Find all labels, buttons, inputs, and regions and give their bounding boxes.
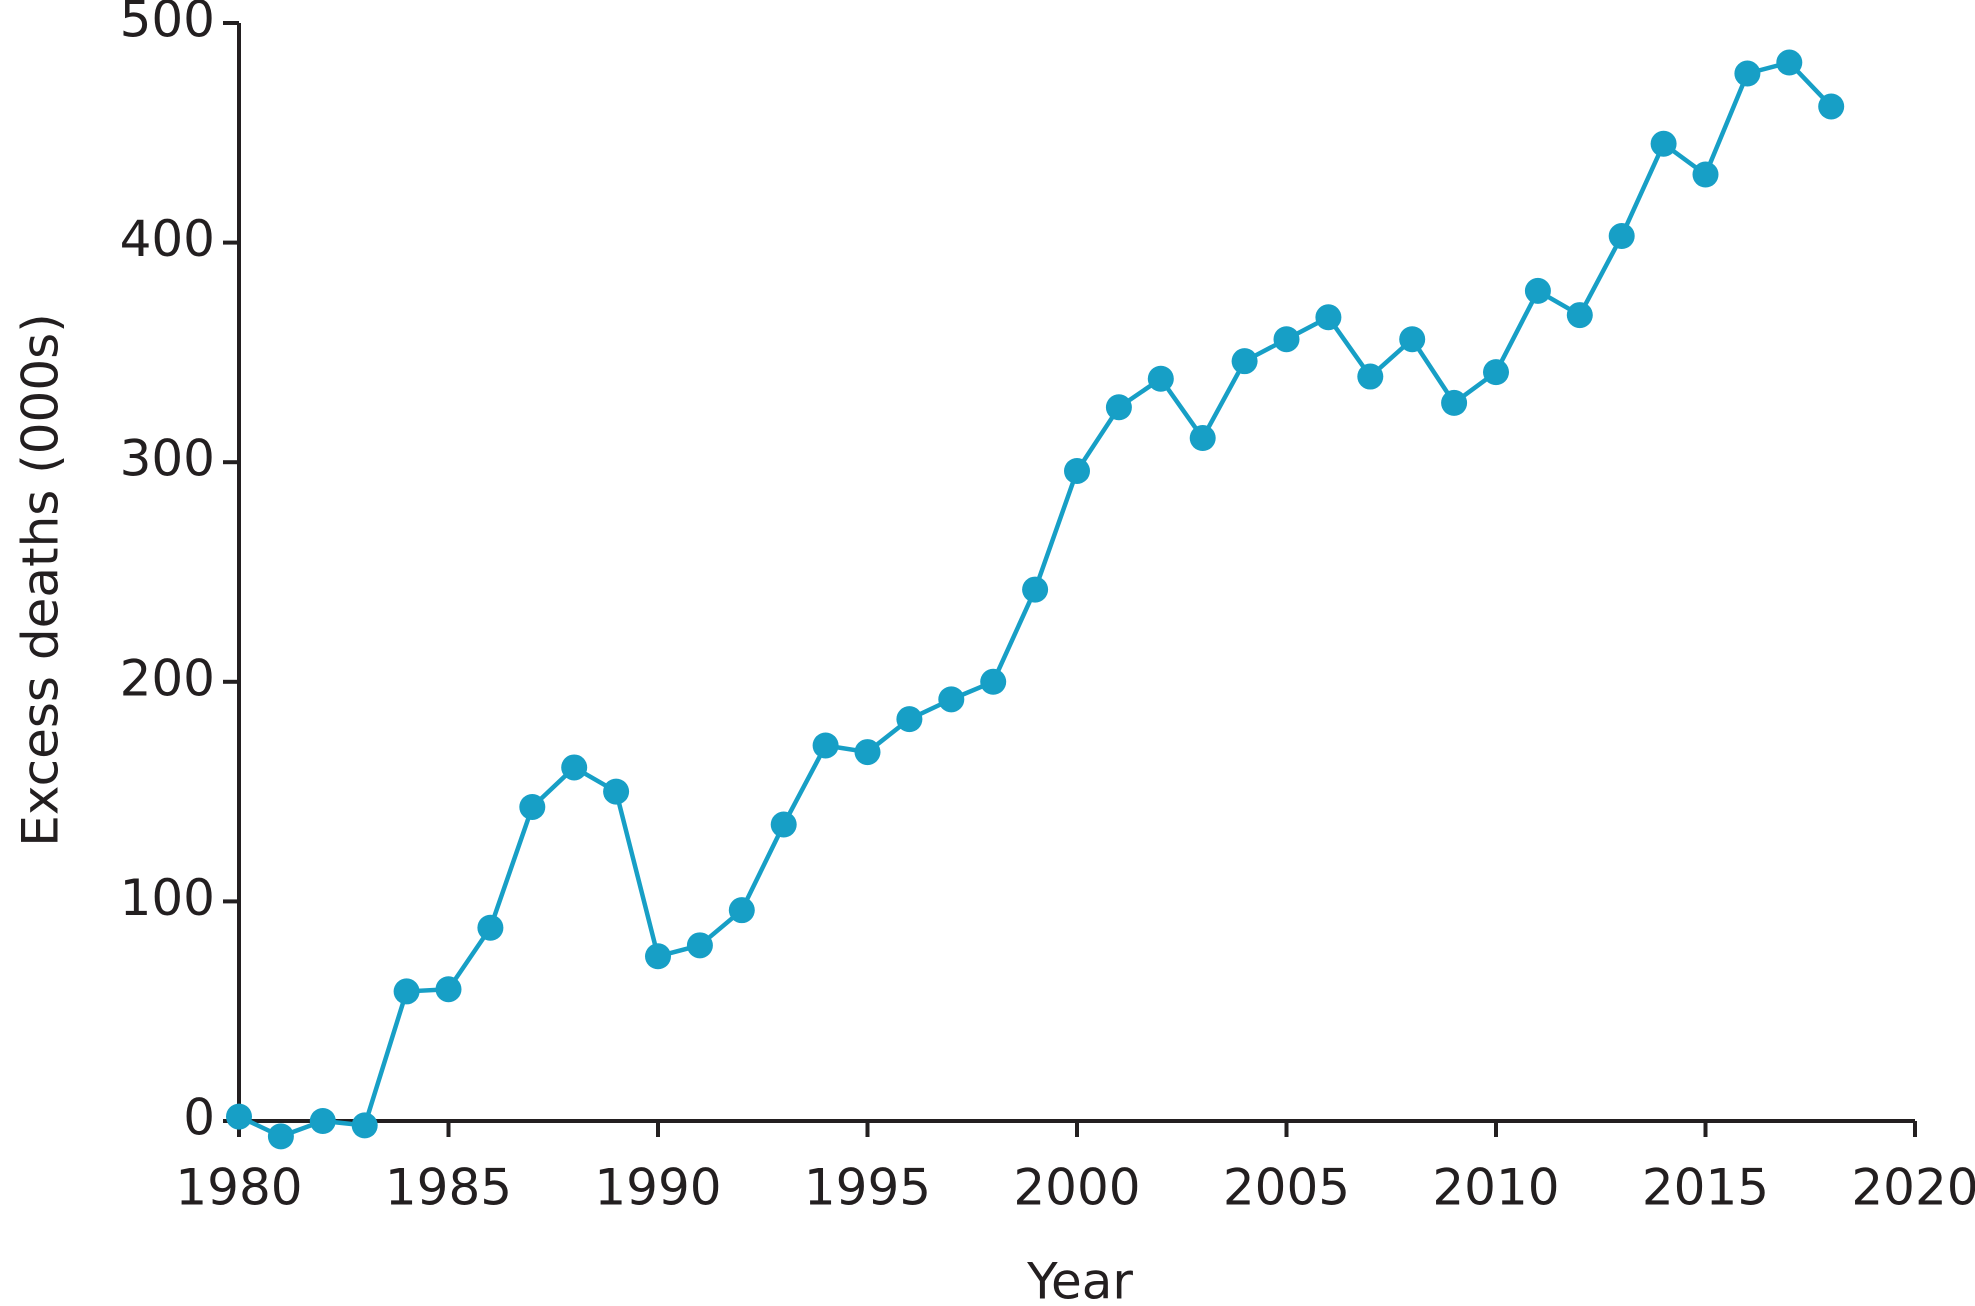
data-point <box>812 732 839 759</box>
data-point <box>896 706 923 733</box>
y-tick-label: 500 <box>120 0 215 49</box>
data-point <box>1692 161 1719 188</box>
data-point <box>1483 359 1509 386</box>
data-point <box>938 686 965 713</box>
data-point <box>351 1112 378 1139</box>
data-point <box>1441 389 1468 416</box>
y-tick-label: 0 <box>183 1089 215 1147</box>
data-point <box>1231 348 1258 375</box>
data-point <box>1105 394 1132 421</box>
data-point <box>1189 425 1216 452</box>
x-tick-label: 2005 <box>1223 1159 1350 1217</box>
x-tick-label: 2000 <box>1013 1159 1140 1217</box>
x-tick-label: 1990 <box>594 1159 721 1217</box>
y-tick-label: 300 <box>120 430 215 488</box>
y-tick-label: 100 <box>120 869 215 927</box>
x-tick-label: 2020 <box>1851 1159 1975 1217</box>
data-point <box>1818 93 1845 120</box>
data-point <box>1273 326 1300 353</box>
data-point <box>1022 576 1049 603</box>
data-point <box>686 932 713 959</box>
data-point <box>1064 457 1090 484</box>
data-point <box>1357 363 1384 390</box>
data-point <box>1566 302 1593 329</box>
x-tick-label: 1995 <box>804 1159 931 1217</box>
x-axis-title: Year <box>1026 1253 1133 1306</box>
data-point <box>477 914 504 941</box>
data-point <box>309 1108 336 1134</box>
data-point <box>1315 304 1342 331</box>
data-point <box>1399 326 1426 353</box>
x-tick-label: 2015 <box>1642 1159 1769 1217</box>
data-point <box>770 811 797 838</box>
x-tick-label: 1985 <box>385 1159 512 1217</box>
data-point <box>393 978 420 1005</box>
data-point <box>645 943 671 970</box>
data-point <box>226 1103 252 1130</box>
data-point <box>854 739 881 766</box>
data-point <box>561 754 588 781</box>
data-point <box>1608 223 1635 250</box>
data-point <box>519 793 546 820</box>
x-tick-label: 1980 <box>175 1159 302 1217</box>
data-point <box>603 778 630 805</box>
data-point <box>1147 365 1174 392</box>
y-tick-label: 200 <box>120 649 215 707</box>
data-point <box>1734 60 1761 87</box>
y-axis-title: Excess deaths (000s) <box>12 313 70 846</box>
data-point <box>728 897 755 924</box>
y-tick-label: 400 <box>120 210 215 268</box>
x-tick-label: 2010 <box>1432 1159 1559 1217</box>
data-point <box>980 668 1007 695</box>
data-point <box>1524 277 1551 304</box>
data-point <box>267 1123 294 1150</box>
data-point <box>1776 49 1803 76</box>
data-point <box>1650 130 1677 157</box>
data-point <box>435 976 462 1003</box>
